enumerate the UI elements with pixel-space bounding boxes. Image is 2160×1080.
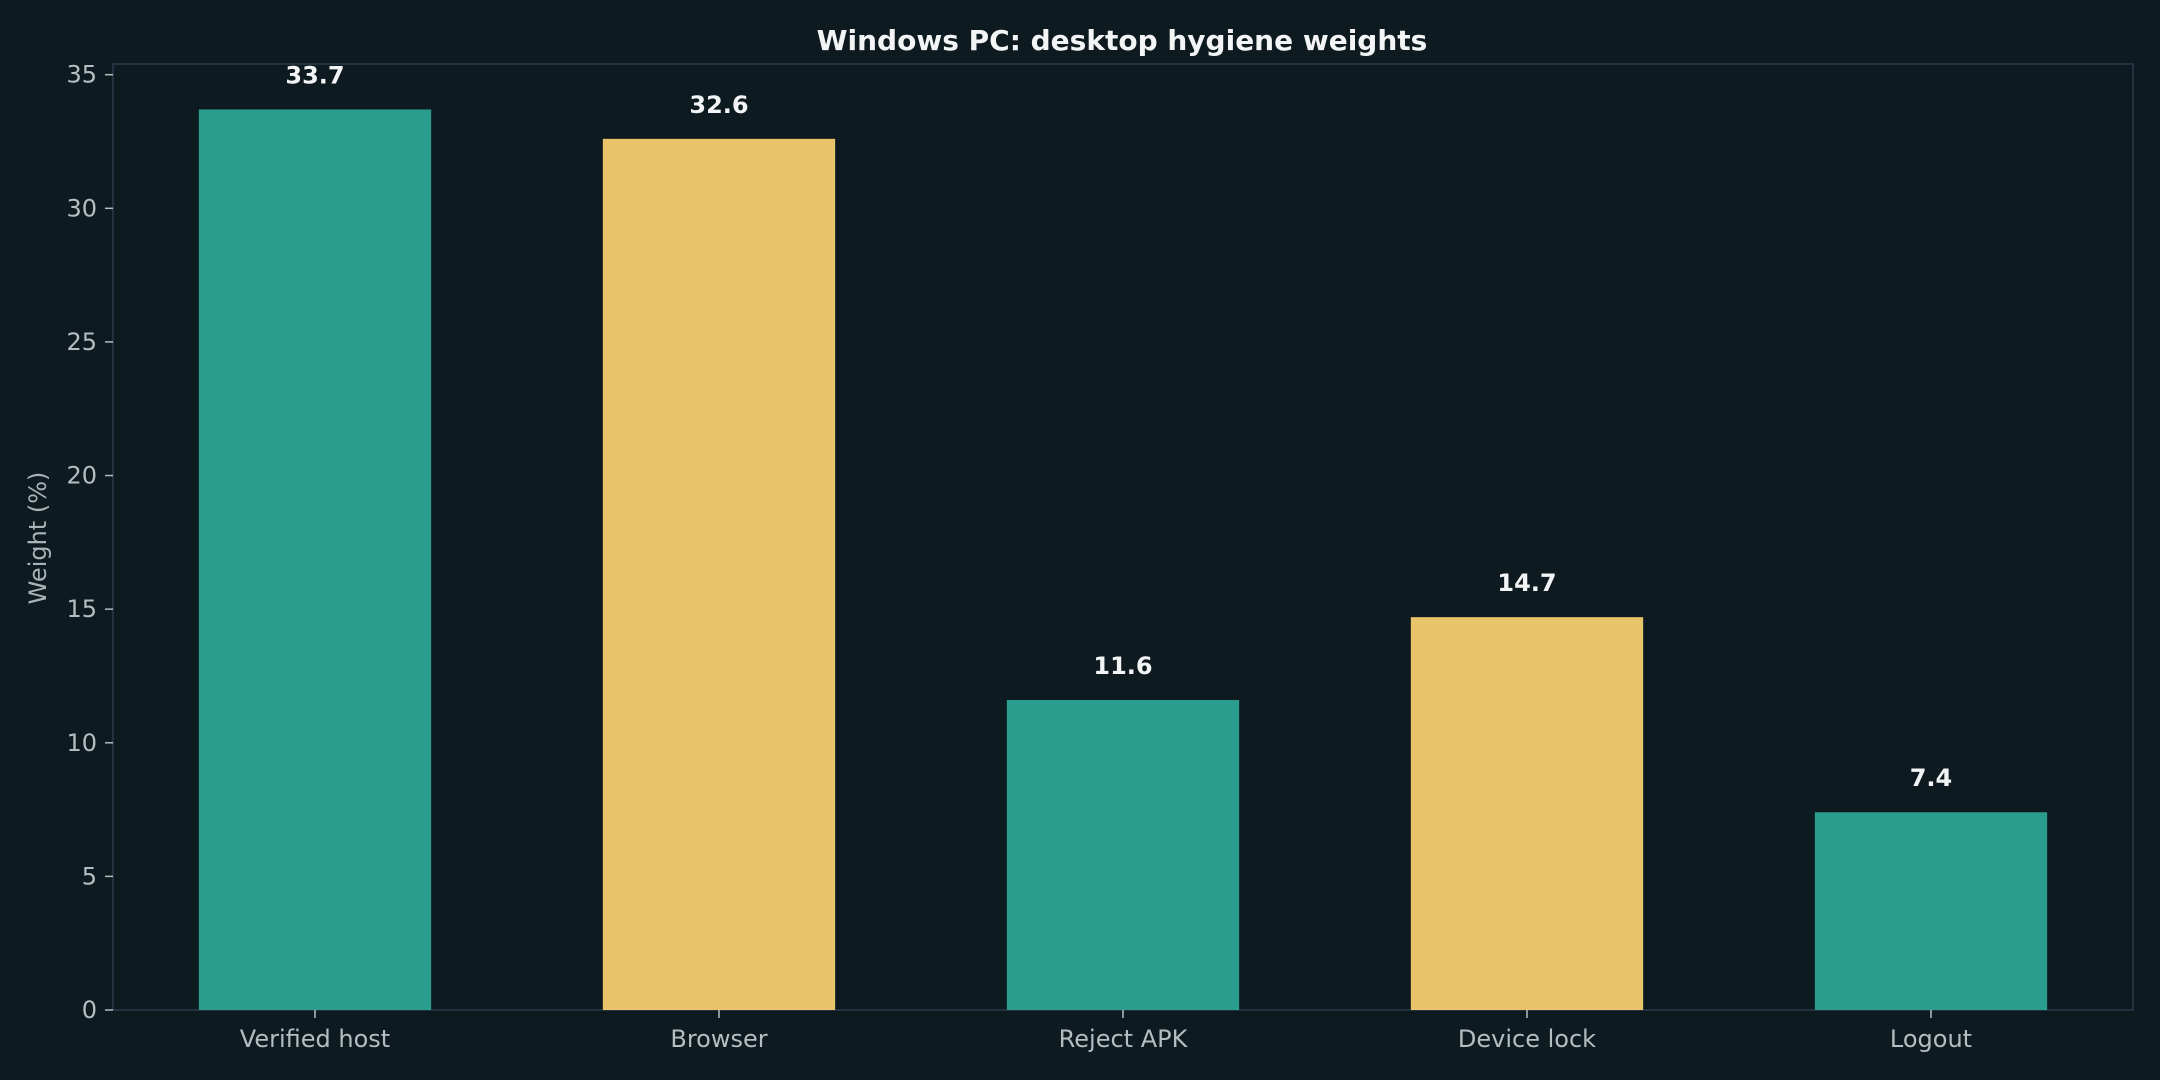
y-axis: 0 5 10 15 20 25 30 35: [66, 61, 113, 1024]
bar-reject-apk: [1006, 700, 1240, 1010]
bar-device-lock: [1410, 617, 1644, 1010]
bar-browser: [602, 138, 836, 1011]
y-tick-label: 15: [66, 595, 97, 623]
y-tick-label: 10: [66, 729, 97, 757]
chart-title: Windows PC: desktop hygiene weights: [817, 24, 1428, 57]
x-tick-label: Browser: [670, 1025, 767, 1053]
y-tick-label: 20: [66, 462, 97, 490]
y-tick-label: 5: [82, 862, 97, 890]
bar-logout: [1814, 812, 2048, 1010]
bar-value-label: 32.6: [689, 91, 748, 119]
y-axis-label: Weight (%): [24, 472, 52, 605]
x-tick-label: Verified host: [240, 1025, 390, 1053]
bar-value-label: 33.7: [285, 61, 344, 89]
bar-value-label: 7.4: [1910, 764, 1953, 792]
y-tick-label: 35: [66, 61, 97, 89]
bar-verified-host: [198, 109, 432, 1010]
value-labels-group: 33.7 32.6 11.6 14.7 7.4: [285, 61, 1952, 792]
y-tick-label: 25: [66, 328, 97, 356]
x-axis: Verified host Browser Reject APK Device loc…: [240, 1010, 1972, 1053]
y-tick-label: 30: [66, 194, 97, 222]
y-tick-label: 0: [82, 996, 97, 1024]
x-tick-label: Logout: [1890, 1025, 1972, 1053]
bar-value-label: 14.7: [1497, 569, 1556, 597]
bar-value-label: 11.6: [1093, 652, 1152, 680]
bars-group: [198, 109, 2048, 1011]
x-tick-label: Reject APK: [1059, 1025, 1189, 1053]
x-tick-label: Device lock: [1458, 1025, 1596, 1053]
